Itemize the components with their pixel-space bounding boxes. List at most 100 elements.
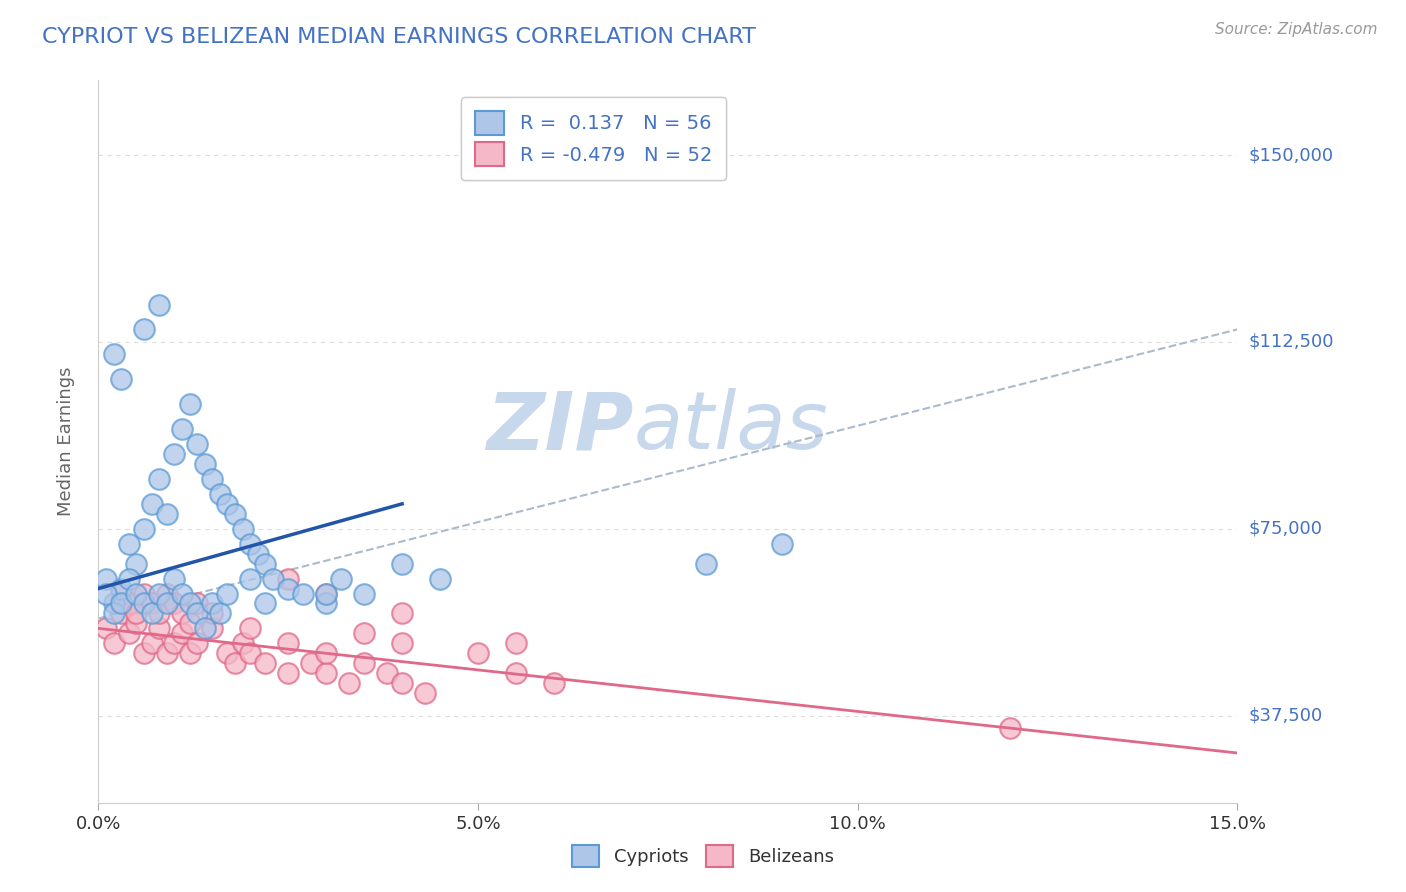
Point (156, 586, 179, 600)
Point (224, 657, 246, 671)
Point (118, 597, 141, 611)
Point (132, 597, 155, 611)
Legend: R =  0.137   N = 56, R = -0.479   N = 52: R = 0.137 N = 56, R = -0.479 N = 52 (461, 97, 725, 179)
Point (156, 507, 179, 521)
Point (391, 676, 413, 690)
Point (156, 597, 179, 611)
Point (201, 607, 224, 621)
Point (103, 636, 125, 650)
Point (543, 676, 565, 690)
Point (179, 597, 201, 611)
Legend: Cypriots, Belizeans: Cypriots, Belizeans (565, 838, 841, 874)
Point (179, 616, 201, 631)
Point (194, 621, 217, 635)
Point (315, 586, 337, 600)
Text: CYPRIOT VS BELIZEAN MEDIAN EARNINGS CORRELATION CHART: CYPRIOT VS BELIZEAN MEDIAN EARNINGS CORR… (42, 27, 756, 46)
Point (201, 472, 224, 486)
Text: $37,500: $37,500 (1249, 706, 1323, 724)
Point (110, 586, 132, 600)
Point (330, 572, 353, 586)
Point (254, 597, 277, 611)
Point (186, 597, 208, 611)
Point (277, 572, 299, 586)
Text: $150,000: $150,000 (1249, 146, 1333, 164)
Point (998, 721, 1021, 735)
Point (156, 646, 179, 660)
Point (232, 636, 254, 650)
Point (770, 537, 793, 551)
Point (163, 597, 186, 611)
Point (505, 666, 527, 681)
Point (125, 616, 148, 631)
Point (179, 646, 201, 660)
Point (141, 607, 163, 621)
Point (299, 657, 322, 671)
Point (208, 487, 231, 501)
Point (103, 597, 125, 611)
Point (186, 636, 208, 650)
Point (103, 607, 125, 621)
Text: $75,000: $75,000 (1249, 520, 1323, 538)
Point (277, 582, 299, 596)
Y-axis label: Median Earnings: Median Earnings (56, 367, 75, 516)
Point (163, 636, 186, 650)
Point (429, 572, 451, 586)
Point (110, 372, 132, 386)
Point (375, 666, 398, 681)
Point (254, 657, 277, 671)
Point (353, 626, 375, 640)
Point (217, 646, 239, 660)
Point (110, 597, 132, 611)
Point (170, 626, 193, 640)
Point (467, 646, 489, 660)
Point (315, 597, 337, 611)
Point (208, 607, 231, 621)
Text: ZIP: ZIP (486, 388, 634, 467)
Point (391, 607, 413, 621)
Point (170, 607, 193, 621)
Point (110, 582, 132, 596)
Point (505, 636, 527, 650)
Point (125, 557, 148, 571)
Point (239, 572, 262, 586)
Point (217, 497, 239, 511)
Point (94, 572, 117, 586)
Point (141, 597, 163, 611)
Point (315, 666, 337, 681)
Point (94, 621, 117, 635)
Point (141, 636, 163, 650)
Point (186, 437, 208, 451)
Point (148, 297, 170, 311)
Point (118, 626, 141, 640)
Text: Source: ZipAtlas.com: Source: ZipAtlas.com (1215, 22, 1378, 37)
Point (132, 522, 155, 536)
Point (695, 557, 717, 571)
Point (148, 621, 170, 635)
Point (239, 621, 262, 635)
Point (337, 676, 360, 690)
Point (118, 572, 141, 586)
Point (315, 586, 337, 600)
Point (232, 522, 254, 536)
Point (391, 557, 413, 571)
Text: $112,500: $112,500 (1249, 333, 1334, 351)
Point (353, 657, 375, 671)
Point (141, 497, 163, 511)
Point (125, 607, 148, 621)
Point (315, 646, 337, 660)
Point (179, 397, 201, 411)
Point (148, 472, 170, 486)
Point (239, 646, 262, 660)
Point (163, 572, 186, 586)
Point (201, 597, 224, 611)
Point (94, 586, 117, 600)
Point (277, 666, 299, 681)
Point (194, 457, 217, 471)
Point (103, 347, 125, 361)
Point (110, 607, 132, 621)
Point (163, 447, 186, 461)
Point (353, 586, 375, 600)
Point (413, 686, 436, 700)
Point (125, 586, 148, 600)
Point (254, 557, 277, 571)
